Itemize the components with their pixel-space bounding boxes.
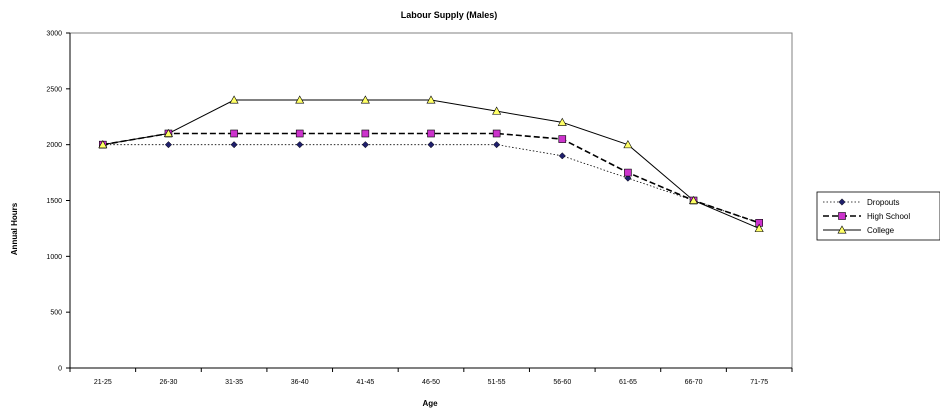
series-line-college <box>102 99 760 229</box>
data-point-high-school <box>295 129 304 138</box>
data-point-college <box>163 128 173 137</box>
data-point-dropouts <box>558 152 566 160</box>
x-tick-label: 21-25 <box>94 379 112 386</box>
x-tick-label: 71-75 <box>750 379 768 386</box>
data-point-high-school <box>361 129 370 138</box>
y-tick-label: 500 <box>50 310 62 317</box>
data-point-college <box>689 195 699 204</box>
x-tick-label: 46-50 <box>422 379 440 386</box>
plot-area: 0 500 1000 1500 2000 2500 3000 21-25 26-30 31-35 3… <box>46 31 793 386</box>
legend-label-college: College <box>867 226 895 235</box>
data-point-college <box>360 95 370 104</box>
y-tick-label: 1500 <box>46 198 62 205</box>
x-tick-label: 56-60 <box>553 379 571 386</box>
x-axis-title: Age <box>422 399 438 408</box>
data-point-dropouts <box>230 141 238 149</box>
chart-title: Labour Supply (Males) <box>401 10 498 20</box>
x-tick-label: 41-45 <box>356 379 374 386</box>
data-point-dropouts <box>427 141 435 149</box>
y-tick-label: 1000 <box>46 254 62 261</box>
y-tick-label: 0 <box>58 366 62 373</box>
series-line-dropouts <box>102 144 760 224</box>
data-point-high-school <box>230 129 238 138</box>
y-tick-label: 2500 <box>46 86 62 93</box>
data-point-high-school <box>492 129 501 138</box>
data-point-college <box>295 95 305 104</box>
legend-marker-high-school <box>838 212 846 220</box>
data-point-college <box>623 140 633 149</box>
data-point-dropouts <box>164 141 173 149</box>
data-point-college <box>229 95 239 104</box>
x-tick-label: 31-35 <box>225 379 243 386</box>
y-tick-label: 2000 <box>46 142 62 149</box>
x-tick-label: 51-55 <box>488 379 506 386</box>
data-point-high-school <box>558 135 567 143</box>
data-point-dropouts <box>361 141 369 149</box>
legend-label-dropouts: Dropouts <box>867 198 899 207</box>
x-tick-label: 36-40 <box>291 379 309 386</box>
x-tick-label: 61-65 <box>619 379 637 386</box>
data-point-college <box>426 95 436 104</box>
data-point-college <box>557 117 567 126</box>
data-point-high-school <box>427 129 435 138</box>
y-tick-label: 3000 <box>46 31 62 38</box>
legend-marker-dropouts <box>838 198 846 206</box>
x-tick-label: 66-70 <box>685 379 703 386</box>
data-point-dropouts <box>296 141 304 149</box>
legend: Dropouts High School College <box>816 191 940 241</box>
y-axis-title: Annual Hours <box>10 202 19 255</box>
data-point-dropouts <box>624 174 632 182</box>
x-tick-label: 26-30 <box>160 379 178 386</box>
plot-frame <box>69 32 793 369</box>
data-point-college <box>98 140 108 149</box>
data-point-dropouts <box>493 141 501 149</box>
data-point-college <box>754 223 764 232</box>
legend-label-high-school: High School <box>867 212 910 221</box>
data-point-college <box>492 106 502 115</box>
data-point-high-school <box>624 168 632 177</box>
legend-marker-college <box>837 225 847 234</box>
